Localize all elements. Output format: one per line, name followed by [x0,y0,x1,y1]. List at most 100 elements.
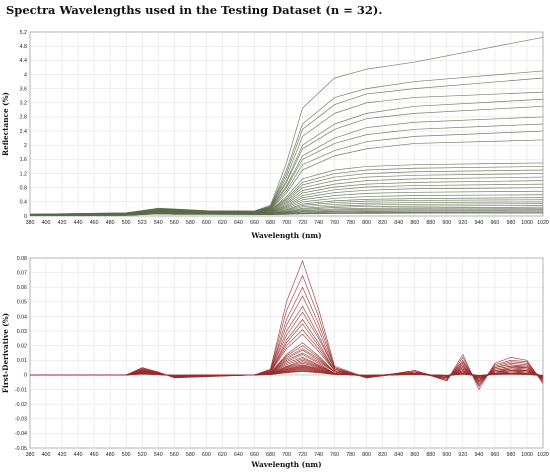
derivative-x-tick-label: 400 [42,452,51,458]
reflectance-x-tick-label: 680 [266,220,275,226]
reflectance-x-tick-label: 920 [458,220,467,226]
derivative-y-tick-label: -0.03 [15,417,27,423]
reflectance-y-tick-label: 0.4 [20,200,27,206]
derivative-x-tick-label: 1020 [537,452,549,458]
derivative-x-tick-label: 480 [106,452,115,458]
reflectance-x-tick-label: 580 [186,220,195,226]
reflectance-series-line [29,212,543,216]
derivative-x-tick-label: 800 [362,452,371,458]
derivative-x-tick-label: 820 [378,452,387,458]
derivative-y-tick-label: 0.03 [17,329,27,335]
reflectance-x-tick-label: 523 [138,220,147,226]
derivative-x-tick-label: 860 [410,452,419,458]
reflectance-chart: 380 400 420 440 460 480 500 523 540 560 580 600 620 6… [1,30,549,240]
reflectance-x-tick-label: 760 [330,220,339,226]
reflectance-x-tick-label: 460 [90,220,99,226]
reflectance-x-tick-label: 1020 [537,220,549,226]
reflectance-y-tick-label: 2 [24,143,27,149]
derivative-x-tick-label: 960 [490,452,499,458]
derivative-y-axis-label: First-Derivative (%) [1,313,10,393]
derivative-y-tick-label: 0 [24,373,27,379]
reflectance-x-tick-label: 1000 [521,220,533,226]
derivative-x-tick-label: 1000 [521,452,533,458]
reflectance-y-tick-label: 4.8 [20,44,27,50]
reflectance-x-tick-label: 420 [58,220,67,226]
derivative-x-tick-label: 620 [218,452,227,458]
derivative-y-tick-label: 0.08 [17,256,27,262]
derivative-y-tick-label: -0.05 [15,446,27,452]
reflectance-y-tick-label: 1.6 [20,157,27,163]
derivative-x-tick-label: 600 [202,452,211,458]
derivative-x-axis-label: Wavelength (nm) [250,460,321,469]
derivative-x-tick-label: 540 [154,452,163,458]
derivative-x-tick-label: 940 [474,452,483,458]
derivative-y-tick-label: 0.05 [17,300,27,306]
reflectance-x-tick-label: 900 [442,220,451,226]
derivative-x-tick-label: 900 [442,452,451,458]
derivative-series-line [30,371,544,376]
first-derivative-chart: 380 400 420 440 460 480 500 520 540 560 580 600 620 6… [1,256,549,469]
derivative-x-tick-label: 780 [346,452,355,458]
derivative-x-tick-label: 740 [314,452,323,458]
derivative-x-tick-label: 420 [58,452,67,458]
reflectance-x-tick-label: 940 [474,220,483,226]
reflectance-y-tick-label: 4 [24,72,27,78]
derivative-x-tick-label: 980 [507,452,516,458]
derivative-y-tick-label: 0.04 [17,314,27,320]
reflectance-y-tick-label: 2.4 [20,129,27,135]
reflectance-y-axis-label: Reflectance (%) [1,92,10,156]
derivative-y-tick-label: 0.02 [17,343,27,349]
reflectance-x-tick-label: 980 [507,220,516,226]
reflectance-x-tick-label: 780 [346,220,355,226]
reflectance-x-tick-label: 960 [490,220,499,226]
reflectance-x-tick-label: 800 [362,220,371,226]
derivative-x-tick-label: 560 [170,452,179,458]
reflectance-x-tick-label: 860 [410,220,419,226]
derivative-x-tick-label: 720 [298,452,307,458]
derivative-x-tick-label: 580 [186,452,195,458]
derivative-x-tick-label: 700 [282,452,291,458]
derivative-x-tick-label: 380 [26,452,35,458]
figure-title: Spectra Wavelengths used in the Testing … [6,3,383,17]
derivative-x-tick-label: 660 [250,452,259,458]
reflectance-x-tick-label: 880 [426,220,435,226]
reflectance-series-line [29,194,544,216]
reflectance-x-tick-label: 560 [170,220,179,226]
reflectance-x-tick-label: 740 [314,220,323,226]
derivative-y-tick-label: -0.02 [15,402,27,408]
derivative-x-tick-label: 880 [426,452,435,458]
derivative-x-tick-label: 440 [74,452,83,458]
derivative-series-group [30,260,544,390]
reflectance-x-tick-label: 660 [250,220,259,226]
derivative-x-tick-label: 520 [138,452,147,458]
derivative-x-tick-label: 640 [234,452,243,458]
derivative-y-tick-label: 0.06 [17,285,27,291]
reflectance-y-tick-label: 5.2 [20,30,27,36]
reflectance-x-tick-label: 840 [394,220,403,226]
derivative-plot-frame [29,257,544,449]
derivative-x-tick-label: 920 [458,452,467,458]
derivative-x-tick-label: 760 [330,452,339,458]
reflectance-y-tick-label: 0 [24,214,27,220]
reflectance-x-tick-label: 400 [42,220,51,226]
reflectance-y-tick-label: 3.6 [20,86,27,92]
reflectance-x-tick-label: 820 [378,220,387,226]
reflectance-x-tick-label: 440 [74,220,83,226]
reflectance-y-tick-label: 1.2 [20,171,27,177]
reflectance-x-tick-label: 600 [202,220,211,226]
derivative-x-tick-label: 680 [266,452,275,458]
derivative-x-tick-label: 840 [394,452,403,458]
reflectance-x-tick-label: 640 [234,220,243,226]
reflectance-x-tick-label: 620 [218,220,227,226]
derivative-x-tick-label: 500 [122,452,131,458]
derivative-y-tick-label: -0.04 [15,431,27,437]
derivative-grid [29,257,544,449]
reflectance-y-tick-label: 4.4 [20,58,27,64]
derivative-y-tick-label: -0.01 [15,387,27,393]
reflectance-x-tick-label: 380 [26,220,35,226]
reflectance-y-tick-label: 2.8 [20,115,27,121]
derivative-x-tick-label: 460 [90,452,99,458]
reflectance-series-group [29,36,544,216]
reflectance-x-tick-label: 540 [154,220,163,226]
